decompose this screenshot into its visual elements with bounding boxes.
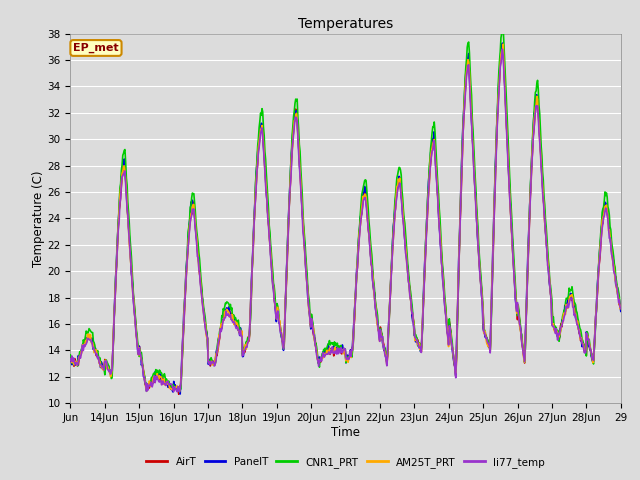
li77_temp: [617, 305, 625, 311]
AM25T_PRT: [617, 303, 625, 309]
AM25T_PRT: [233, 320, 241, 326]
AirT: [617, 305, 625, 311]
PanelT: [281, 311, 289, 317]
PanelT: [617, 309, 625, 314]
PanelT: [403, 258, 411, 264]
PanelT: [177, 391, 184, 397]
AirT: [281, 318, 289, 324]
Line: AirT: AirT: [70, 48, 621, 394]
AirT: [233, 323, 241, 328]
CNR1_PRT: [617, 303, 625, 309]
CNR1_PRT: [260, 132, 268, 138]
AirT: [131, 312, 139, 317]
li77_temp: [499, 46, 506, 52]
X-axis label: Time: Time: [331, 426, 360, 439]
PanelT: [131, 315, 139, 321]
Line: CNR1_PRT: CNR1_PRT: [70, 26, 621, 392]
PanelT: [233, 323, 241, 329]
CNR1_PRT: [434, 181, 442, 187]
AM25T_PRT: [131, 316, 139, 322]
CNR1_PRT: [233, 321, 241, 326]
AM25T_PRT: [67, 357, 74, 362]
Legend: AirT, PanelT, CNR1_PRT, AM25T_PRT, li77_temp: AirT, PanelT, CNR1_PRT, AM25T_PRT, li77_…: [142, 453, 549, 472]
Y-axis label: Temperature (C): Temperature (C): [31, 170, 45, 267]
CNR1_PRT: [281, 318, 289, 324]
Line: li77_temp: li77_temp: [70, 49, 621, 392]
CNR1_PRT: [67, 352, 74, 358]
PanelT: [499, 40, 506, 46]
AirT: [175, 391, 182, 397]
CNR1_PRT: [403, 250, 411, 256]
CNR1_PRT: [131, 309, 139, 315]
li77_temp: [131, 314, 139, 320]
AM25T_PRT: [260, 153, 268, 158]
AirT: [260, 149, 268, 155]
AM25T_PRT: [499, 41, 507, 47]
CNR1_PRT: [175, 389, 183, 395]
AirT: [67, 354, 74, 360]
li77_temp: [434, 197, 442, 203]
Line: AM25T_PRT: AM25T_PRT: [70, 44, 621, 391]
Text: EP_met: EP_met: [73, 43, 119, 53]
AirT: [403, 260, 411, 265]
AM25T_PRT: [175, 388, 183, 394]
li77_temp: [233, 325, 241, 331]
li77_temp: [403, 262, 411, 268]
PanelT: [260, 155, 268, 161]
li77_temp: [260, 155, 268, 161]
AM25T_PRT: [281, 312, 289, 317]
AirT: [434, 193, 442, 199]
li77_temp: [281, 316, 289, 322]
AM25T_PRT: [403, 264, 411, 269]
PanelT: [434, 193, 442, 199]
CNR1_PRT: [499, 24, 507, 29]
li77_temp: [67, 356, 74, 362]
AirT: [499, 45, 507, 51]
Line: PanelT: PanelT: [70, 43, 621, 394]
AM25T_PRT: [434, 197, 442, 203]
PanelT: [67, 358, 74, 363]
li77_temp: [175, 389, 183, 395]
Title: Temperatures: Temperatures: [298, 17, 393, 31]
